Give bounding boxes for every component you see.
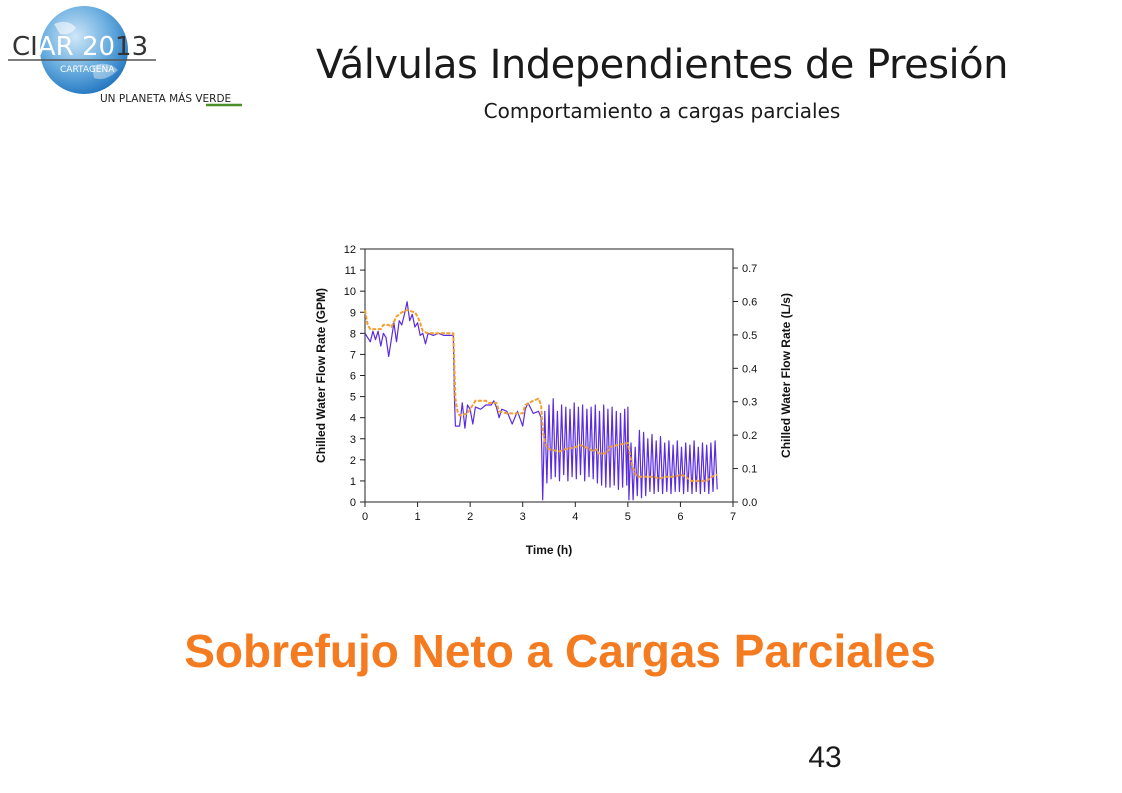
y-axis-label: Chilled Water Flow Rate (GPM) [314, 288, 328, 463]
y-tick-label: 9 [350, 307, 356, 319]
y-tick-label: 6 [350, 371, 356, 383]
y2-axis-label: Chilled Water Flow Rate (L/s) [779, 293, 793, 458]
y-tick-label: 12 [344, 244, 356, 256]
y2-tick-label: 0.2 [742, 430, 757, 442]
y2-tick-label: 0.5 [742, 330, 757, 342]
y-tick-label: 2 [350, 455, 356, 467]
y-tick-label: 5 [350, 392, 356, 404]
series-line-average [364, 309, 718, 482]
series-line-flow [364, 301, 718, 501]
y-tick-label: 3 [350, 434, 356, 446]
svg-text:UN PLANETA MÁS VERDE: UN PLANETA MÁS VERDE [100, 92, 231, 105]
logo-city: CARTAGENA [60, 65, 115, 75]
x-tick-label: 4 [572, 511, 578, 523]
logo-tagline-green: VERDE [195, 93, 231, 105]
page-number: 43 [808, 741, 842, 774]
y2-tick-label: 0.4 [742, 363, 757, 375]
y2-tick-label: 0.6 [742, 296, 757, 308]
y-tick-label: 0 [350, 497, 356, 509]
y2-tick-label: 0.1 [742, 464, 757, 476]
flow-rate-chart: 0 1 2 3 4 5 6 701234567891011120.00.10.20.30.40… [314, 244, 793, 557]
y2-tick-label: 0.3 [742, 397, 757, 409]
x-tick-label: 5 [625, 511, 631, 523]
y-tick-label: 8 [350, 328, 356, 340]
slide-subtitle: Comportamiento a cargas parciales [483, 99, 841, 123]
x-axis-label: Time (h) [526, 543, 572, 557]
logo-text-mid: AR 20 [38, 32, 115, 62]
logo-text-right: 13 [115, 32, 148, 62]
svg-text:CIAR 2013: CIAR 2013 [12, 32, 148, 62]
slide-title: Válvulas Independientes de Presión [316, 42, 1008, 88]
y-tick-label: 7 [350, 349, 356, 361]
ciar-2013-logo: CIAR 2013 CARTAGENA UN PLANETA MÁS VERDE [8, 6, 242, 107]
x-tick-label: 3 [520, 511, 526, 523]
y-tick-label: 4 [350, 413, 356, 425]
headline: Sobrefujo Neto a Cargas Parciales [184, 625, 936, 677]
y2-tick-label: 0.7 [742, 263, 757, 275]
logo-tagline: UN PLANETA MÁS [100, 92, 195, 105]
y-tick-label: 11 [345, 265, 356, 277]
x-tick-label: 6 [677, 511, 683, 523]
y-tick-label: 1 [350, 476, 356, 488]
logo-text-left: CI [12, 32, 38, 62]
y-tick-label: 10 [344, 286, 356, 298]
y2-tick-label: 0.0 [742, 497, 757, 509]
x-tick-label: 0 [362, 511, 368, 523]
x-tick-label: 1 [415, 511, 421, 523]
x-tick-label: 2 [467, 511, 473, 523]
x-tick-label: 7 [730, 511, 736, 523]
